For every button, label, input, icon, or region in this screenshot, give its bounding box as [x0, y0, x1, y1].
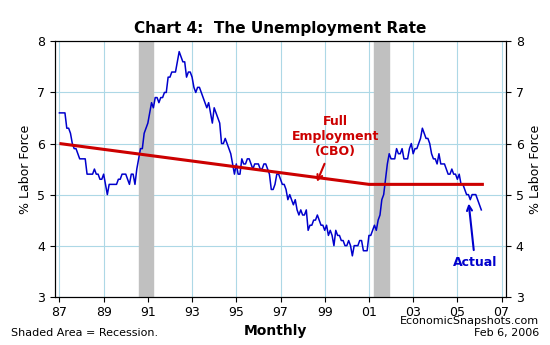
Text: Actual: Actual [453, 206, 497, 269]
Y-axis label: % Labor Force: % Labor Force [19, 125, 32, 214]
Text: EconomicSnapshots.com
Feb 6, 2006: EconomicSnapshots.com Feb 6, 2006 [400, 316, 539, 338]
Text: Full
Employment
(CBO): Full Employment (CBO) [292, 116, 380, 180]
Bar [375, 41, 389, 297]
Title: Chart 4:  The Unemployment Rate: Chart 4: The Unemployment Rate [134, 21, 427, 36]
Y-axis label: % Labor Force: % Labor Force [529, 125, 542, 214]
Bar [139, 41, 153, 297]
Text: Shaded Area = Recession.: Shaded Area = Recession. [11, 328, 158, 338]
Text: Monthly: Monthly [243, 324, 307, 338]
